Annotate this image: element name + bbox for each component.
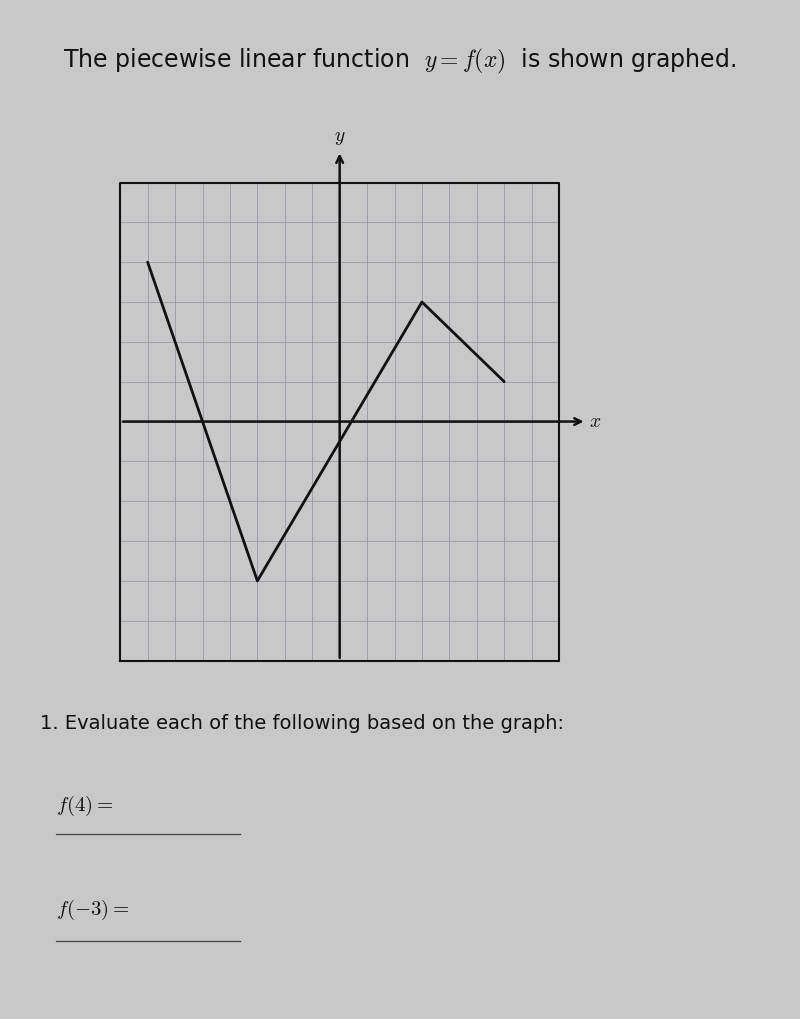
Text: $f(4) =$: $f(4) =$ (56, 794, 114, 818)
Text: $f(-3) =$: $f(-3) =$ (56, 898, 130, 922)
Text: $x$: $x$ (590, 412, 602, 431)
Text: $y$: $y$ (334, 127, 346, 147)
Text: The piecewise linear function  $y = f(x)$  is shown graphed.: The piecewise linear function $y = f(x)$… (63, 47, 737, 75)
Text: 1. Evaluate each of the following based on the graph:: 1. Evaluate each of the following based … (40, 714, 564, 733)
